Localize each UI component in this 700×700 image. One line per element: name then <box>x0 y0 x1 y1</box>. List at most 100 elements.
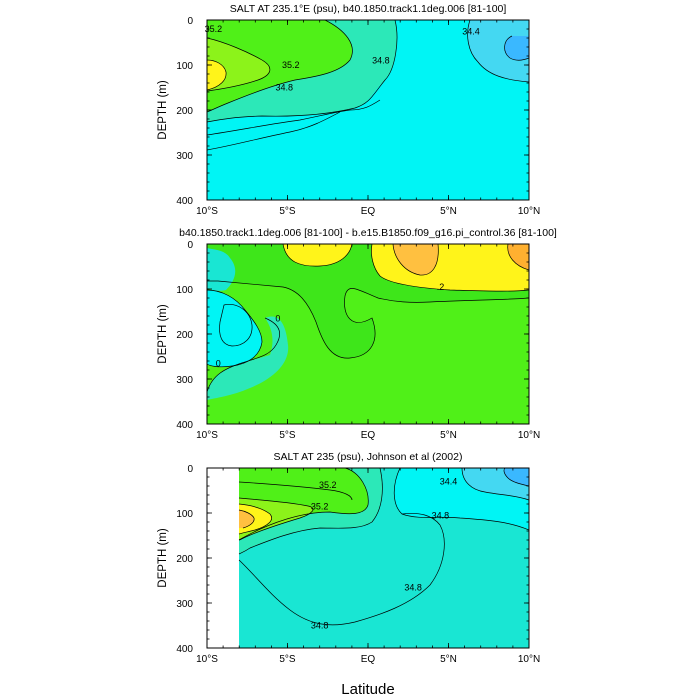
contour-label: 35.2 <box>319 480 337 490</box>
y-tick-label: 200 <box>176 330 193 341</box>
panel-2-y-axis: DEPTH (m) 0 100 200 300 400 <box>157 240 193 431</box>
y-tick-label: 0 <box>187 464 193 475</box>
p2-fill-orange-a <box>393 244 439 276</box>
contour-label: 34.8 <box>372 56 390 66</box>
panel-1-x-axis: 10°S 5°S EQ 5°N 10°N <box>196 206 540 217</box>
x-tick-label: 10°S <box>196 654 218 665</box>
p2-fill-low <box>207 248 236 291</box>
p2-contour-line-7 <box>219 304 253 347</box>
p2-fill-neg <box>207 290 262 367</box>
x-tick-label: 10°S <box>196 430 218 441</box>
p2-fill-yellow-a <box>283 244 352 267</box>
contour-label: 0 <box>216 358 221 368</box>
y-tick-label: 300 <box>176 151 193 162</box>
p1-contour-line-8 <box>504 35 529 61</box>
contour-label: 34.8 <box>404 582 422 592</box>
p1-fill-low <box>467 20 529 82</box>
contour-label: 34.8 <box>432 510 450 520</box>
p1-contour-line-5 <box>207 99 381 136</box>
p1-contour-line-1 <box>207 20 398 123</box>
p1-contour-line-3 <box>207 37 271 92</box>
x-axis-label: Latitude <box>341 681 394 698</box>
p2-contour-line-2 <box>282 244 353 267</box>
p2-contour-line-5 <box>507 244 529 271</box>
x-tick-label: 5°N <box>440 206 457 217</box>
x-tick-label: 5°S <box>279 430 296 441</box>
panel-1: SALT AT 235.1°E (psu), b40.1850.track1.1… <box>157 3 540 217</box>
p1-contour-line-4 <box>207 59 227 91</box>
contour-label: 34.4 <box>462 26 480 36</box>
contour-label: 35.2 <box>311 501 329 511</box>
panel-1-y-axis-label: DEPTH (m) <box>157 80 169 140</box>
contour-label: .2 <box>437 282 445 292</box>
y-tick-label: 100 <box>176 61 193 72</box>
panel-1-title: SALT AT 235.1°E (psu), b40.1850.track1.1… <box>230 3 507 15</box>
y-tick-label: 400 <box>176 196 193 207</box>
p2-contour-line-8 <box>207 317 280 393</box>
y-tick-label: 100 <box>176 509 193 520</box>
y-tick-label: 400 <box>176 644 193 655</box>
p3-contour-line-1 <box>238 468 383 555</box>
p3-fill-lowest <box>504 468 529 486</box>
panel-3: SALT AT 235 (psu), Johnson et al (2002) <box>157 451 540 698</box>
p1-contour-line-7 <box>467 20 529 83</box>
y-tick-label: 0 <box>187 240 193 251</box>
x-tick-label: EQ <box>361 206 376 217</box>
x-tick-label: 5°N <box>440 654 457 665</box>
p1-fill-high <box>207 20 353 112</box>
p1-contour-line-6 <box>207 111 341 151</box>
panel-2-y-axis-label: DEPTH (m) <box>157 304 169 364</box>
y-tick-label: 0 <box>187 16 193 27</box>
panel-3-contour-lines <box>238 468 529 626</box>
p3-contour-line-6 <box>238 481 353 501</box>
contour-label: 34.8 <box>311 621 329 631</box>
p3-contour-line-5 <box>238 509 255 529</box>
panel-1-contour-fill <box>207 20 529 200</box>
panel-1-y-axis: DEPTH (m) 0 100 200 300 400 <box>157 16 193 207</box>
y-tick-label: 200 <box>176 106 193 117</box>
contour-label: 0 <box>275 313 280 323</box>
panel-3-x-axis: 10°S 5°S EQ 5°N 10°N <box>196 654 540 665</box>
x-tick-label: EQ <box>361 654 376 665</box>
panel-3-contour-fill <box>239 468 529 648</box>
p3-contour-line-8 <box>461 468 529 501</box>
tick-marks <box>206 19 530 649</box>
panel-2-contour-labels: 0 0 .2 <box>216 282 444 369</box>
contour-label: 34.4 <box>440 477 458 487</box>
panel-2: b40.1850.track1.1deg.006 [81-100] - b.e1… <box>157 227 557 441</box>
contour-label: 35.2 <box>205 24 223 34</box>
contour-label: 35.2 <box>282 60 300 70</box>
p1-fill-peak <box>207 60 227 90</box>
p3-contour-line-10 <box>238 513 445 626</box>
panel-1-contour-lines <box>207 20 529 151</box>
x-tick-label: EQ <box>361 430 376 441</box>
y-tick-label: 200 <box>176 554 193 565</box>
p2-contour-line-3 <box>371 244 529 292</box>
y-tick-label: 300 <box>176 375 193 386</box>
x-tick-label: 5°N <box>440 430 457 441</box>
y-tick-label: 100 <box>176 285 193 296</box>
panel-2-title: b40.1850.track1.1deg.006 [81-100] - b.e1… <box>179 227 557 239</box>
x-tick-label: 10°N <box>518 430 540 441</box>
x-tick-label: 10°S <box>196 206 218 217</box>
p1-contour-line-2 <box>207 20 353 113</box>
p3-contour-line-9 <box>503 468 529 487</box>
panel-3-y-axis: DEPTH (m) 0 100 200 300 400 <box>157 464 193 655</box>
y-tick-label: 400 <box>176 420 193 431</box>
p2-contour-line-6 <box>207 289 263 368</box>
p2-contour-line-4 <box>392 244 439 276</box>
panel-2-x-axis: 10°S 5°S EQ 5°N 10°N <box>196 430 540 441</box>
x-tick-label: 10°N <box>518 206 540 217</box>
contour-label: 34.8 <box>276 83 294 93</box>
p1-fill-lower <box>504 36 529 61</box>
p3-contour-line-4 <box>238 503 272 535</box>
panel-2-contour-lines <box>207 244 529 393</box>
x-tick-label: 5°S <box>279 206 296 217</box>
panel-2-contour-fill <box>207 244 529 424</box>
panel-3-y-axis-label: DEPTH (m) <box>157 528 169 588</box>
p3-contour-line-7 <box>393 468 529 531</box>
p2-fill-orange-b <box>507 244 529 270</box>
panel-3-contour-labels: 35.2 35.2 34.4 34.8 34.8 34.8 <box>311 477 457 631</box>
panel-1-contour-labels: 35.2 35.2 34.8 34.8 34.4 <box>205 24 480 93</box>
